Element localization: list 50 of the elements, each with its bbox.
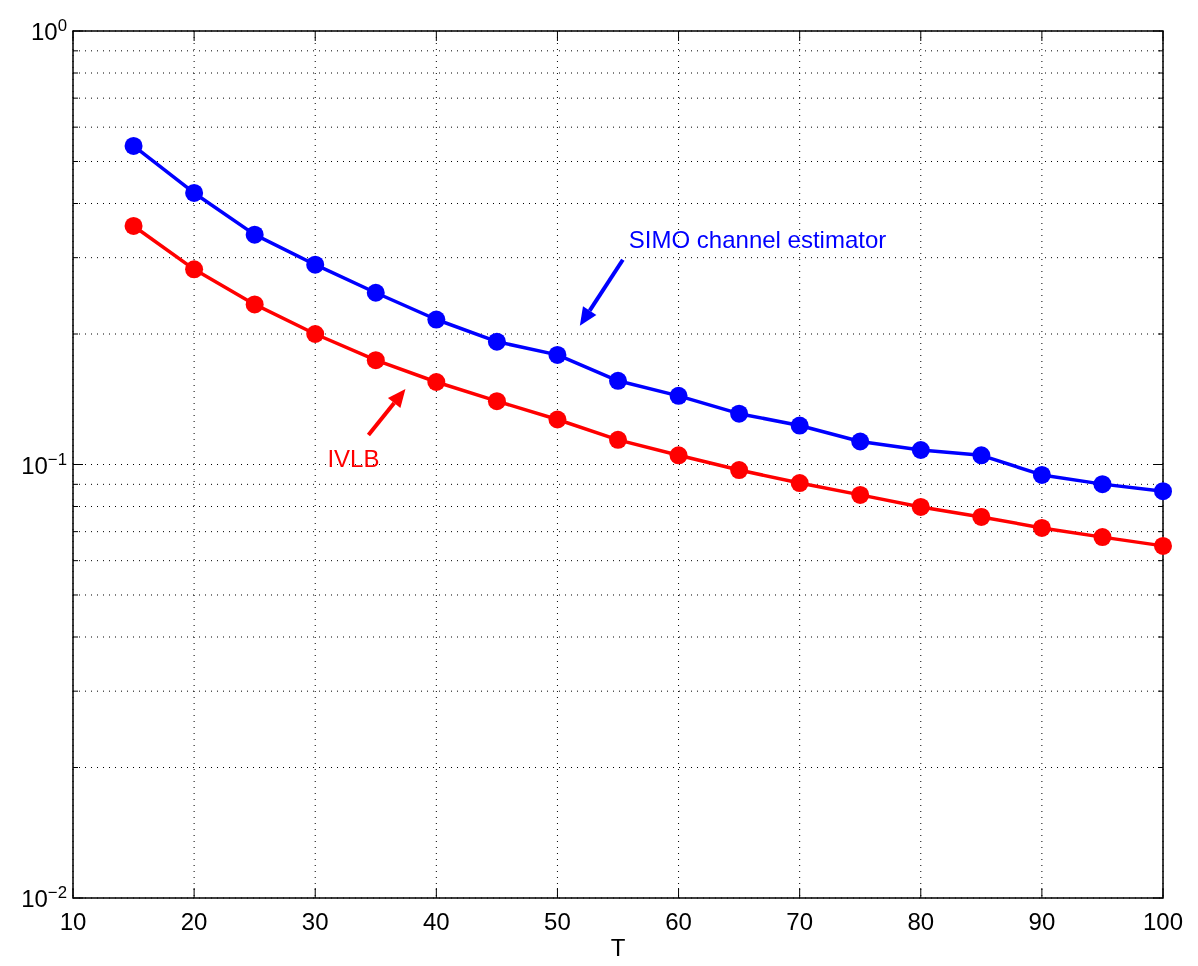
x-tick-label: 100 bbox=[1142, 908, 1184, 935]
point bbox=[1093, 475, 1112, 494]
point bbox=[548, 410, 567, 429]
point bbox=[972, 446, 991, 465]
y-tick-label: 10$^{−1}$ bbox=[21, 449, 67, 479]
x-tick-label: 50 bbox=[544, 908, 571, 935]
annotation: SIMO channel estimator bbox=[628, 225, 887, 253]
point bbox=[972, 507, 991, 526]
x-tick-label: 80 bbox=[907, 908, 935, 935]
point bbox=[306, 255, 325, 274]
point bbox=[427, 372, 446, 391]
point bbox=[1154, 482, 1172, 501]
x-axis-title: T bbox=[610, 934, 626, 961]
point bbox=[851, 485, 870, 504]
point bbox=[1032, 465, 1051, 484]
point bbox=[548, 345, 567, 364]
point bbox=[730, 404, 749, 423]
point bbox=[669, 386, 688, 405]
point bbox=[609, 430, 627, 449]
point bbox=[1154, 536, 1172, 555]
point bbox=[487, 392, 506, 411]
x-tick-label: 20 bbox=[180, 908, 208, 935]
point bbox=[366, 351, 385, 370]
point bbox=[790, 416, 809, 435]
x-tick-label: 70 bbox=[786, 908, 814, 935]
point bbox=[911, 497, 930, 516]
point bbox=[306, 325, 325, 343]
point bbox=[851, 432, 870, 451]
point bbox=[609, 371, 627, 390]
point bbox=[185, 183, 204, 202]
point bbox=[730, 461, 749, 480]
point bbox=[911, 441, 930, 460]
point bbox=[487, 332, 506, 351]
point bbox=[427, 310, 446, 329]
x-tick-label: 40 bbox=[422, 908, 450, 935]
point bbox=[245, 225, 264, 244]
y-tick-label: 10$^{0}$ bbox=[30, 15, 67, 45]
point bbox=[124, 216, 143, 235]
point bbox=[790, 474, 809, 493]
point bbox=[185, 260, 204, 279]
point bbox=[366, 283, 385, 302]
x-tick-label: 90 bbox=[1028, 908, 1056, 935]
point bbox=[669, 446, 688, 465]
point bbox=[245, 295, 264, 314]
annotation: IVLB bbox=[327, 445, 380, 473]
point bbox=[124, 136, 143, 155]
point bbox=[1093, 528, 1112, 547]
point bbox=[1032, 518, 1051, 537]
x-tick-label: 30 bbox=[301, 908, 329, 935]
x-tick-label: 60 bbox=[665, 908, 692, 935]
